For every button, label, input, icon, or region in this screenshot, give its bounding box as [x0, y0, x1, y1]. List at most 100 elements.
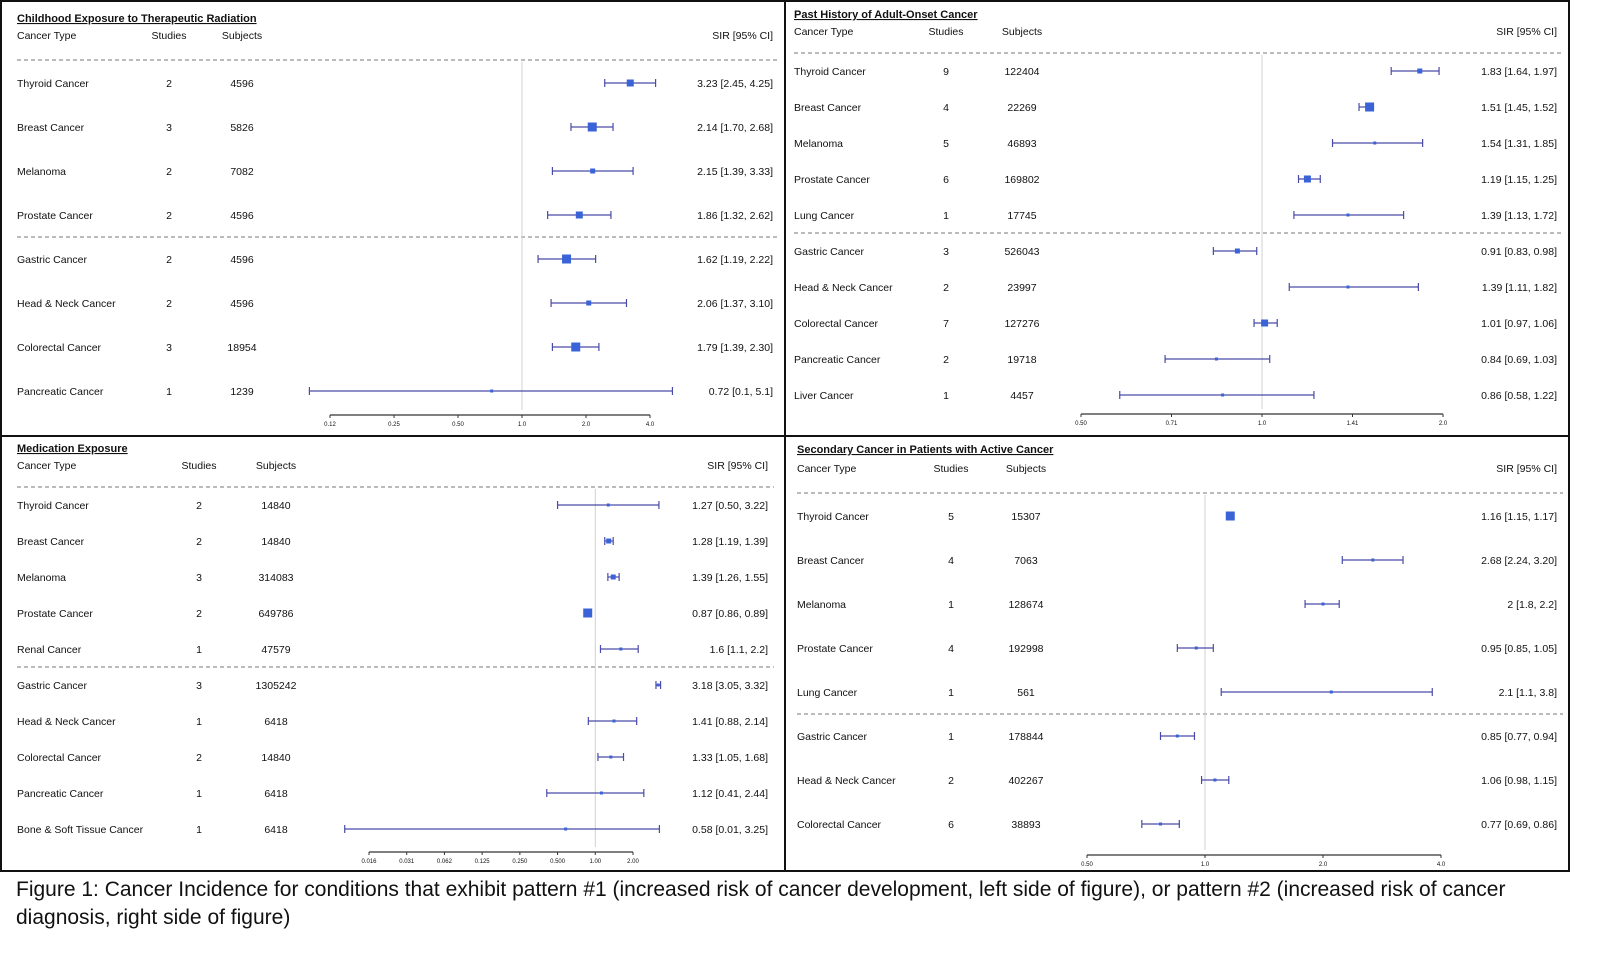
row-sir-label: 1.79 [1.39, 2.30] — [697, 342, 773, 354]
row-cancer-type: Breast Cancer — [794, 102, 862, 114]
row-studies: 1 — [196, 644, 202, 656]
row-subjects: 526043 — [1004, 246, 1039, 258]
row-sir-label: 1.83 [1.64, 1.97] — [1481, 66, 1557, 78]
row-sir-label: 0.91 [0.83, 0.98] — [1481, 246, 1557, 258]
row-cancer-type: Thyroid Cancer — [17, 500, 89, 512]
row-subjects: 6418 — [264, 716, 288, 728]
row-sir-label: 1.39 [1.26, 1.55] — [692, 572, 768, 584]
row-studies: 4 — [948, 643, 954, 655]
row-sir-label: 1.01 [0.97, 1.06] — [1481, 318, 1557, 330]
row-sir-label: 2 [1.8, 2.2] — [1507, 599, 1557, 611]
row-studies: 2 — [948, 775, 954, 787]
x-tick-label: 2.00 — [627, 859, 639, 865]
row-sir-label: 2.15 [1.39, 3.33] — [697, 166, 773, 178]
row-cancer-type: Thyroid Cancer — [794, 66, 866, 78]
row-subjects: 178844 — [1008, 731, 1043, 743]
row-cancer-type: Prostate Cancer — [797, 643, 873, 655]
row-subjects: 122404 — [1004, 66, 1039, 78]
x-tick-label: 1.0 — [518, 422, 527, 428]
point-estimate — [626, 79, 634, 87]
row-subjects: 561 — [1017, 687, 1035, 699]
row-sir-label: 1.6 [1.1, 2.2] — [710, 644, 768, 656]
point-estimate — [1194, 646, 1198, 650]
row-studies: 2 — [943, 282, 949, 294]
row-sir-label: 3.18 [3.05, 3.32] — [692, 680, 768, 692]
panel-secondary-cancer: Secondary Cancer in Patients with Active… — [784, 435, 1570, 872]
row-studies: 2 — [943, 354, 949, 366]
x-tick-label: 0.062 — [437, 859, 453, 865]
row-cancer-type: Prostate Cancer — [794, 174, 870, 186]
point-estimate — [609, 755, 613, 759]
header-studies: Studies — [928, 26, 963, 38]
x-tick-label: 1.0 — [1258, 421, 1267, 427]
row-cancer-type: Melanoma — [794, 138, 843, 150]
point-estimate — [1321, 602, 1325, 606]
row-studies: 4 — [948, 555, 954, 567]
row-cancer-type: Liver Cancer — [794, 390, 854, 402]
row-subjects: 38893 — [1011, 819, 1040, 831]
row-cancer-type: Melanoma — [17, 166, 66, 178]
row-sir-label: 1.33 [1.05, 1.68] — [692, 752, 768, 764]
row-subjects: 15307 — [1011, 511, 1040, 523]
row-cancer-type: Breast Cancer — [17, 536, 85, 548]
row-studies: 3 — [196, 680, 202, 692]
point-estimate — [490, 389, 494, 393]
row-sir-label: 1.54 [1.31, 1.85] — [1481, 138, 1557, 150]
point-estimate — [590, 168, 596, 174]
header-subjects: Subjects — [1006, 463, 1046, 475]
point-estimate — [1159, 822, 1163, 826]
row-studies: 1 — [948, 687, 954, 699]
row-sir-label: 0.87 [0.86, 0.89] — [692, 608, 768, 620]
row-sir-label: 0.72 [0.1, 5.1] — [709, 386, 773, 398]
row-sir-label: 1.39 [1.11, 1.82] — [1482, 282, 1557, 294]
row-subjects: 6418 — [264, 824, 288, 836]
x-tick-label: 0.031 — [399, 859, 415, 865]
row-cancer-type: Lung Cancer — [794, 210, 855, 222]
point-estimate — [606, 538, 612, 544]
x-tick-label: 2.0 — [582, 422, 591, 428]
panel-title: Secondary Cancer in Patients with Active… — [797, 444, 1054, 456]
row-sir-label: 1.51 [1.45, 1.52] — [1481, 102, 1557, 114]
row-cancer-type: Breast Cancer — [17, 122, 85, 134]
point-estimate — [571, 342, 581, 352]
row-cancer-type: Melanoma — [17, 572, 66, 584]
row-studies: 1 — [196, 824, 202, 836]
row-cancer-type: Thyroid Cancer — [17, 78, 89, 90]
row-studies: 3 — [166, 342, 172, 354]
row-studies: 6 — [943, 174, 949, 186]
row-sir-label: 0.95 [0.85, 1.05] — [1481, 643, 1557, 655]
point-estimate — [619, 647, 623, 651]
row-sir-label: 1.28 [1.19, 1.39] — [692, 536, 768, 548]
row-subjects: 17745 — [1007, 210, 1036, 222]
row-sir-label: 1.27 [0.50, 3.22] — [692, 500, 768, 512]
point-estimate — [1261, 319, 1269, 327]
row-cancer-type: Prostate Cancer — [17, 210, 93, 222]
row-subjects: 4596 — [230, 298, 254, 310]
point-estimate — [1346, 285, 1350, 289]
row-cancer-type: Head & Neck Cancer — [794, 282, 893, 294]
row-subjects: 4457 — [1010, 390, 1034, 402]
row-cancer-type: Melanoma — [797, 599, 846, 611]
row-sir-label: 1.39 [1.13, 1.72] — [1481, 210, 1557, 222]
row-subjects: 649786 — [258, 608, 293, 620]
header-sir: SIR [95% CI] — [712, 30, 773, 42]
row-subjects: 7082 — [230, 166, 254, 178]
header-studies: Studies — [151, 30, 186, 42]
x-tick-label: 0.50 — [452, 422, 464, 428]
x-tick-label: 0.250 — [512, 859, 528, 865]
header-subjects: Subjects — [1002, 26, 1042, 38]
x-tick-label: 0.12 — [324, 422, 336, 428]
header-cancer-type: Cancer Type — [797, 463, 856, 475]
header-subjects: Subjects — [256, 460, 296, 472]
row-studies: 5 — [948, 511, 954, 523]
row-subjects: 19718 — [1007, 354, 1036, 366]
x-tick-label: 0.71 — [1166, 421, 1178, 427]
x-tick-label: 0.016 — [361, 859, 377, 865]
row-cancer-type: Breast Cancer — [797, 555, 865, 567]
point-estimate — [1234, 248, 1240, 254]
row-studies: 3 — [166, 122, 172, 134]
row-subjects: 6418 — [264, 788, 288, 800]
row-subjects: 169802 — [1004, 174, 1039, 186]
point-estimate — [612, 719, 616, 723]
row-studies: 2 — [166, 254, 172, 266]
